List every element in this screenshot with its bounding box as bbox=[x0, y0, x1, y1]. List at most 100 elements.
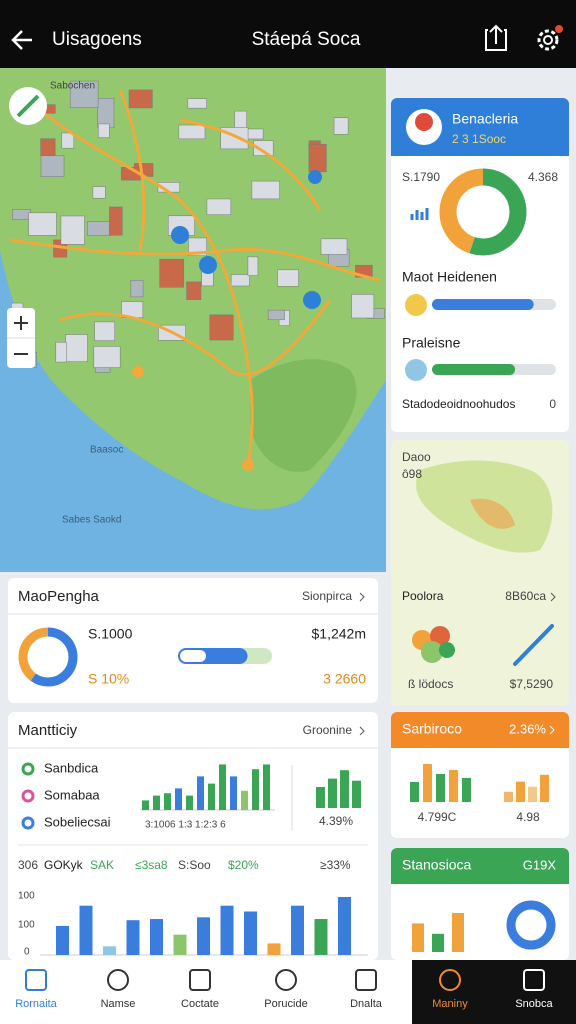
bar bbox=[175, 788, 182, 810]
map-label: Sabes Saokd bbox=[62, 515, 122, 526]
map[interactable]: Sabochen Sabes Saokd Baasoc bbox=[0, 68, 386, 572]
building bbox=[178, 124, 206, 140]
value: S.1790 bbox=[402, 170, 440, 184]
building bbox=[186, 281, 202, 300]
bar bbox=[267, 943, 281, 955]
building bbox=[267, 309, 285, 321]
icon bbox=[405, 294, 427, 316]
card-title: Benacleria bbox=[452, 111, 518, 127]
nav-icon[interactable] bbox=[189, 969, 211, 991]
building bbox=[97, 98, 115, 129]
nav-label[interactable]: Coctate bbox=[181, 998, 219, 1010]
bar bbox=[352, 780, 361, 808]
region-label: Daoo bbox=[402, 450, 431, 464]
chevron bbox=[359, 592, 365, 602]
nav-label[interactable]: Porucide bbox=[264, 998, 307, 1010]
building bbox=[230, 274, 250, 287]
building bbox=[69, 80, 99, 108]
card-value: 2.36% bbox=[509, 721, 546, 736]
building bbox=[28, 212, 57, 236]
card-title: Stanosioca bbox=[402, 857, 471, 873]
region-sub: ô98 bbox=[402, 467, 422, 481]
nav-icon[interactable] bbox=[25, 969, 47, 991]
region-link[interactable]: 8B60ca bbox=[505, 589, 546, 603]
building bbox=[308, 143, 327, 173]
summary-card[interactable] bbox=[391, 98, 569, 432]
bar bbox=[252, 769, 259, 810]
nav-icon[interactable] bbox=[523, 969, 545, 991]
nav-icon[interactable] bbox=[439, 969, 461, 991]
value: 3 2660 bbox=[323, 671, 366, 687]
donut-segment bbox=[439, 168, 527, 256]
building bbox=[12, 209, 31, 220]
panel-link[interactable]: Groonine bbox=[303, 723, 353, 737]
row-text: SAK bbox=[90, 858, 114, 872]
bar bbox=[412, 923, 424, 952]
chevron bbox=[550, 592, 556, 602]
activity-card[interactable] bbox=[8, 712, 378, 960]
bar bbox=[241, 790, 248, 810]
bar bbox=[410, 782, 419, 802]
progress-fill bbox=[432, 364, 516, 375]
bar bbox=[244, 911, 257, 955]
bar bbox=[153, 795, 160, 810]
legend-dot bbox=[21, 789, 35, 803]
value: S 10% bbox=[88, 671, 129, 687]
building bbox=[234, 110, 247, 130]
bar bbox=[338, 897, 351, 955]
nav-label[interactable]: Maniny bbox=[432, 998, 468, 1010]
building bbox=[187, 98, 207, 109]
bar bbox=[340, 770, 349, 808]
card-title: Sarbiroco bbox=[402, 721, 462, 737]
nav-label[interactable]: Dnalta bbox=[350, 998, 383, 1010]
panel-title: Mantticiy bbox=[18, 722, 78, 739]
map-label: Baasoc bbox=[90, 445, 123, 456]
bar bbox=[186, 795, 193, 810]
icon bbox=[405, 359, 427, 381]
bar bbox=[528, 786, 537, 802]
region-value: ß lödocs bbox=[408, 677, 453, 691]
settings-button[interactable] bbox=[537, 25, 563, 51]
bar bbox=[150, 919, 163, 955]
trend-line bbox=[513, 624, 554, 666]
zoom-controls[interactable] bbox=[7, 308, 35, 368]
back-button[interactable] bbox=[11, 30, 32, 50]
nav-label[interactable]: Snobca bbox=[515, 998, 553, 1010]
donut-segment bbox=[18, 627, 78, 687]
building bbox=[60, 215, 85, 245]
nav-icon[interactable] bbox=[355, 969, 377, 991]
bar bbox=[79, 905, 93, 955]
nav-label[interactable]: Namse bbox=[101, 998, 136, 1010]
compass-button[interactable] bbox=[9, 87, 47, 125]
building bbox=[109, 206, 123, 236]
row-label: Maot Heidenen bbox=[402, 269, 497, 285]
map-panel[interactable] bbox=[8, 578, 378, 703]
map-label: Sabochen bbox=[50, 81, 95, 92]
footer-value: 0 bbox=[549, 397, 556, 411]
nav-icon[interactable] bbox=[107, 969, 129, 991]
building bbox=[333, 117, 349, 135]
building bbox=[320, 238, 348, 255]
region-title: Poolora bbox=[402, 589, 444, 603]
footer-label: Stadodeoidnoohudos bbox=[402, 397, 515, 411]
building bbox=[206, 198, 232, 215]
building bbox=[40, 155, 65, 177]
row-text: $20% bbox=[228, 858, 259, 872]
progress-fill bbox=[432, 299, 534, 310]
panel-link[interactable]: Sionpirca bbox=[302, 589, 352, 603]
bar bbox=[56, 926, 69, 955]
building bbox=[65, 334, 88, 362]
nav-label[interactable]: Rornaita bbox=[15, 998, 57, 1010]
card-subtitle: 2 3 1Sooc bbox=[452, 132, 506, 146]
bar bbox=[197, 917, 210, 955]
region-value: $7,5290 bbox=[510, 677, 554, 691]
nav-icon[interactable] bbox=[275, 969, 297, 991]
share-button[interactable] bbox=[485, 24, 507, 51]
bar bbox=[263, 764, 270, 810]
building bbox=[55, 342, 67, 363]
side-value: 4.39% bbox=[319, 814, 353, 828]
y-label: 0 bbox=[24, 947, 30, 958]
building bbox=[93, 346, 121, 368]
bar bbox=[423, 764, 432, 802]
